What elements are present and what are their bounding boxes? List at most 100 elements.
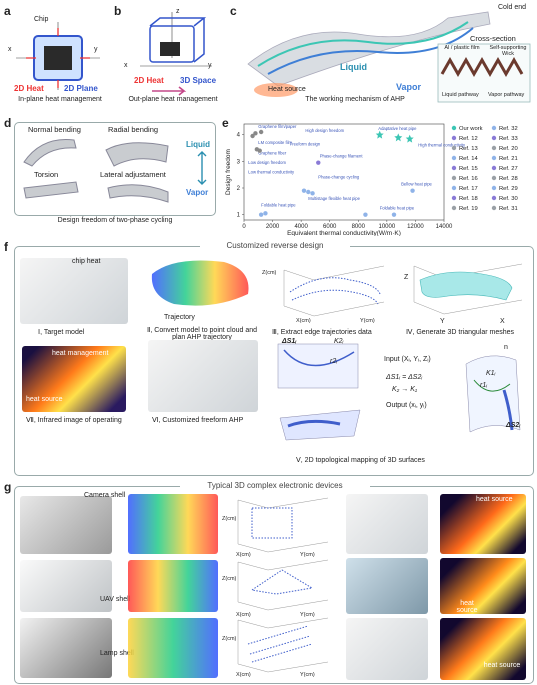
heat-source-label-f: heat source [26, 396, 63, 403]
xcm-label-g2: X(cm) [236, 612, 251, 618]
x-tick-label: 8000 [352, 224, 366, 230]
y-tick-label: 1 [237, 213, 241, 219]
legend-label: Ref. 12 [459, 136, 478, 142]
legend-label: Ref. 17 [459, 186, 478, 192]
r1-label: r1ᵢ [480, 382, 488, 389]
data-point-star [394, 133, 403, 142]
legend-marker [451, 205, 457, 211]
trajectory-label: Trajectory [164, 314, 195, 321]
legend-marker [451, 125, 457, 131]
output-label: Output (xᵢ, yᵢ) [386, 402, 427, 409]
data-point [316, 160, 321, 165]
eq2-label: K₂ → K₁ [392, 386, 418, 393]
xcm-label-g1: X(cm) [236, 552, 251, 558]
vapor-label-d: Vapor [186, 188, 209, 197]
legend-marker [491, 195, 497, 201]
x-tick-label: 0 [242, 224, 246, 230]
panel-b-diagram [140, 12, 212, 67]
ycm-label-g3: Y(cm) [300, 672, 315, 678]
annotation-label: Freeform design [290, 141, 321, 146]
y-axis-label: y [94, 46, 98, 53]
step3-label: Ⅲ, Extract edge trajectories data [272, 329, 372, 336]
lamp-image [20, 618, 112, 678]
uav-image [20, 560, 112, 612]
x-tick-label: 2000 [266, 224, 280, 230]
data-point [253, 131, 258, 136]
liquid-label: Liquid [340, 62, 367, 72]
annotation-label: Low thermal conductivity [248, 169, 295, 174]
x-axis-label: x [8, 46, 12, 53]
legend-marker [491, 205, 497, 211]
zcm-label-g3: Z(cm) [222, 636, 237, 642]
plane-2d-label: 2D Plane [64, 84, 98, 93]
normal-bending-label: Normal bending [28, 125, 81, 134]
legend-label: Ref. 19 [459, 206, 478, 212]
panel-a-label: a [4, 4, 11, 18]
data-point [263, 211, 268, 216]
legend-label: Ref. 21 [499, 156, 518, 162]
x-axis-title: Equivalent thermal conductivity(W/m·K) [287, 230, 401, 236]
k1-label: K1ᵢ [486, 370, 496, 377]
panel-f-title: Customized reverse design [200, 241, 350, 250]
x-tick-label: 4000 [294, 224, 308, 230]
y-tick-label: 4 [237, 133, 241, 139]
panel-c-caption: The working mechanism of AHP [305, 96, 405, 103]
step1-label: Ⅰ, Target model [38, 329, 85, 336]
panel-d-caption: Design freedom of two-phase cycling [57, 217, 173, 224]
legend-marker [491, 135, 497, 141]
trajectory-plots-g [237, 497, 329, 673]
panel-e-label: e [222, 116, 229, 130]
data-point [250, 133, 255, 139]
heat-source-label-g2: heat source [456, 600, 478, 614]
x-axis-label-b: x [124, 62, 128, 69]
cold-end-label: Cold end [498, 4, 527, 11]
x-tick-label: 10000 [379, 224, 396, 230]
panel-a-diagram [16, 22, 100, 90]
film-label: Al / plastic film [444, 45, 480, 51]
heat-source-label-g1: heat source [476, 496, 513, 503]
data-point [306, 189, 311, 195]
legend-marker [451, 165, 457, 171]
surface-curvature-sketch [465, 355, 521, 433]
legend-marker [451, 155, 457, 161]
ycm-label-g1: Y(cm) [300, 552, 315, 558]
zcm-label-f: Z(cm) [262, 270, 277, 276]
x-label-f: X [500, 318, 505, 325]
x-tick-label: 12000 [407, 224, 424, 230]
lamp-ir-photo [440, 618, 526, 680]
uav-ir-photo [440, 558, 526, 614]
uav-point-cloud [128, 560, 218, 612]
annotation-label: Graphene film/paper [258, 124, 297, 129]
legend-marker [451, 195, 457, 201]
camera-ahp-photo [346, 494, 428, 554]
xcm-label-f: X(cm) [296, 318, 311, 324]
panel-b-caption: Out-plane heat management [128, 96, 218, 103]
space-3d-label: 3D Space [180, 76, 217, 85]
step5-label: Ⅴ, 2D topological mapping of 3D surfaces [296, 457, 425, 464]
r2-label: r2ᵢ [330, 358, 338, 365]
annotation-label: Foldable heat pipe [380, 205, 415, 210]
vr-headset-image [20, 258, 128, 324]
liquid-label-d: Liquid [186, 140, 210, 149]
xcm-label-g3: X(cm) [236, 672, 251, 678]
legend-marker [491, 155, 497, 161]
data-point-star [375, 130, 384, 139]
x-tick-label: 6000 [323, 224, 337, 230]
legend-label: Ref. 30 [499, 196, 518, 202]
cycle-arrow-icon [197, 151, 207, 185]
annotation-label: Graphene fiber [258, 151, 287, 156]
panel-d-frame [14, 122, 216, 216]
legend-marker [451, 145, 457, 151]
legend-marker [451, 135, 457, 141]
lamp-point-cloud [128, 618, 218, 678]
annotation-label: Low design freedom [248, 160, 286, 165]
panel-f-label: f [4, 240, 8, 254]
ahp-mechanism-illustration [247, 11, 531, 103]
legend-label: Ref. 14 [459, 156, 478, 162]
freeform-ahp-image [148, 340, 258, 412]
data-point [391, 212, 397, 217]
y-axis-title: Design freedom [225, 149, 232, 195]
camera-ir-photo [440, 494, 526, 554]
data-point [257, 148, 262, 153]
ycm-label-g2: Y(cm) [300, 612, 315, 618]
